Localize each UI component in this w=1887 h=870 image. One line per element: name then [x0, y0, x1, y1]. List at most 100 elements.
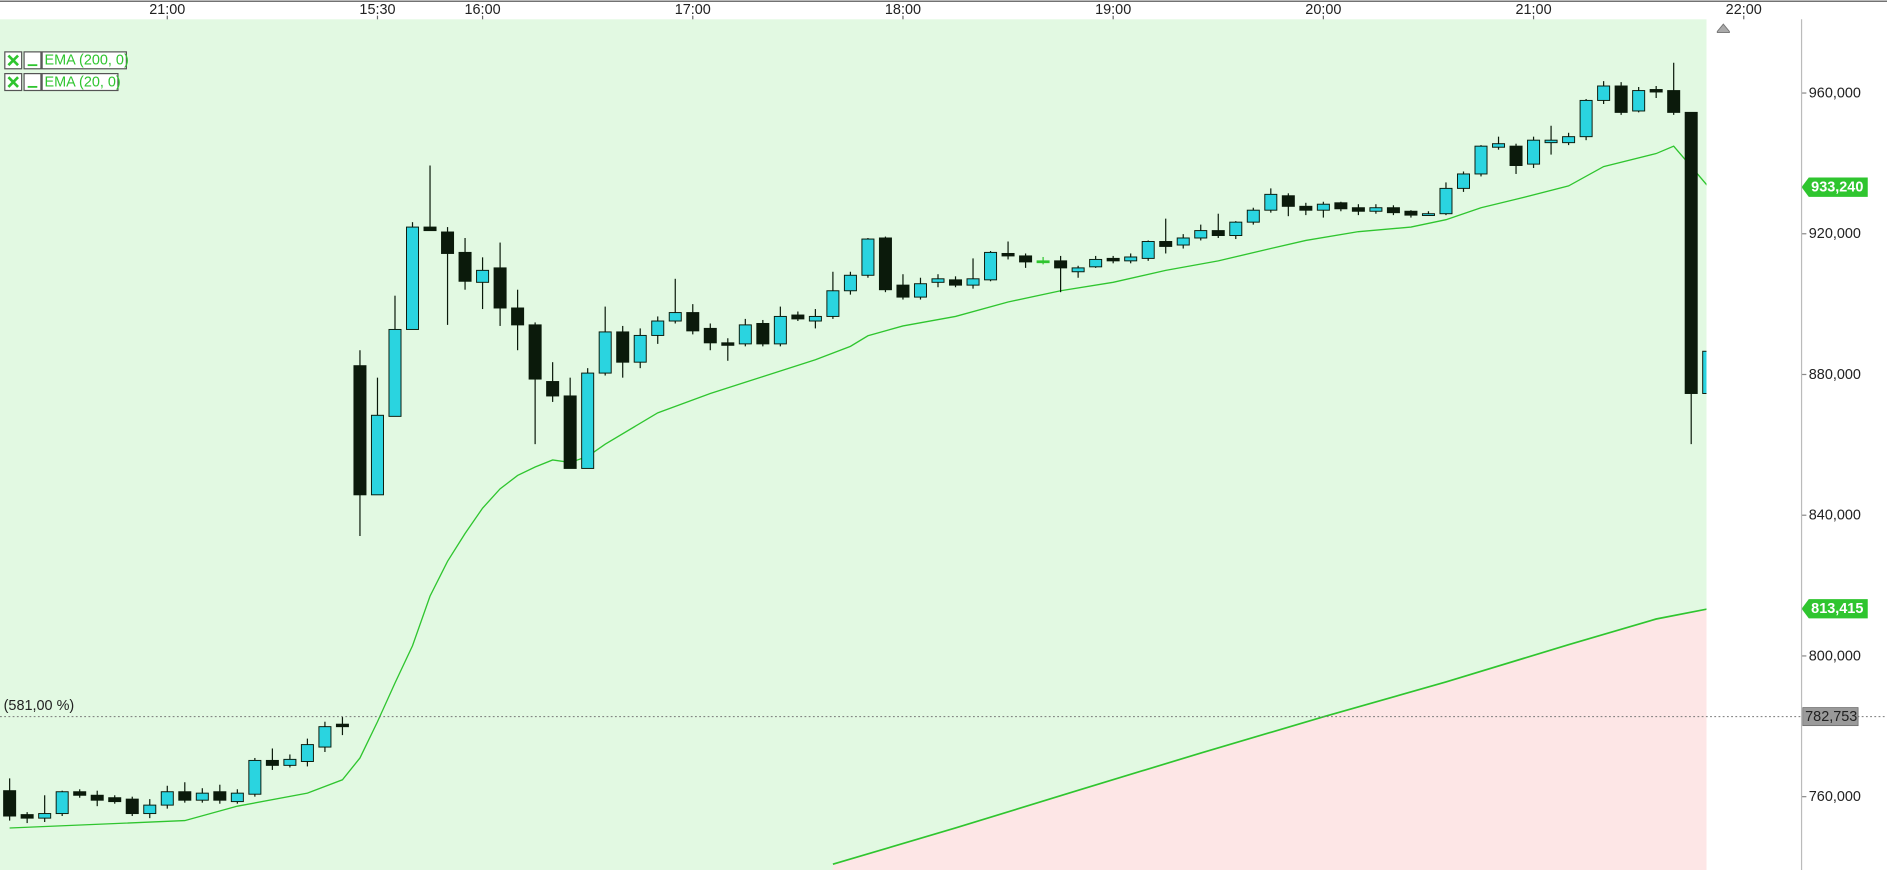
candle-body [1597, 85, 1611, 101]
candle-body [1456, 173, 1470, 189]
reference-tag-label: 782,753 [1805, 709, 1857, 725]
candle-body [1176, 237, 1190, 246]
toggle-x[interactable] [7, 76, 19, 88]
candle-layer [3, 62, 1707, 824]
candle-body [826, 290, 840, 317]
candle-body [1439, 187, 1453, 215]
candle-body [913, 283, 927, 298]
home-icon[interactable] [1716, 23, 1730, 34]
candle-body [563, 395, 577, 469]
legend: EMA (200, 0) EMA (20, 0) [4, 51, 129, 92]
y-tick-label: 760,000 [1809, 789, 1861, 805]
candle-body [984, 251, 998, 281]
candle-body [230, 792, 244, 803]
legend-label-box [41, 73, 119, 92]
legend-label-box [41, 51, 127, 70]
candle-body [1649, 89, 1663, 93]
candle-body [528, 324, 542, 380]
candle-body [370, 414, 384, 496]
home-icon-shape[interactable] [1716, 23, 1730, 34]
candle-body [406, 226, 420, 330]
candle-body [1421, 213, 1435, 217]
candle-body [108, 797, 122, 803]
x-tick-label: 19:00 [1095, 2, 1131, 18]
candle-body [546, 381, 560, 397]
candle-body [598, 331, 612, 374]
candle-body [808, 315, 822, 322]
candle-body [143, 804, 157, 815]
candle-body [476, 269, 490, 283]
toggle-x[interactable] [7, 54, 19, 67]
candle-body [38, 813, 52, 819]
x-tick-label: 22:00 [1726, 2, 1762, 18]
candle-body [1106, 257, 1120, 262]
candle-body [3, 790, 17, 817]
candle-body [1527, 139, 1541, 165]
candle-body [1667, 90, 1681, 113]
candle-body [1264, 193, 1278, 211]
candle-body [55, 791, 69, 815]
candle-body [686, 312, 700, 332]
candle-body [1316, 203, 1330, 211]
candle-body [1492, 143, 1506, 148]
candle-body [1509, 145, 1523, 166]
legend-item[interactable]: EMA (20, 0) [4, 73, 121, 92]
candle-body [353, 365, 367, 496]
legend-item[interactable]: EMA (200, 0) [4, 51, 129, 70]
fill-layer [832, 609, 1707, 870]
price-tag-label: 933,240 [1811, 180, 1863, 196]
legend-label: EMA (20, 0) [45, 74, 121, 90]
candle-body [931, 278, 945, 283]
candle-body [1404, 210, 1418, 216]
candle-body [703, 327, 717, 344]
indicator-line [9, 145, 1707, 829]
tag-layer: 813,415 933,240 782,753 (581,00 %) [0, 177, 1887, 727]
candle-body [248, 759, 262, 795]
candle-body [1299, 205, 1313, 211]
candle-body [388, 328, 402, 417]
candle-body [1194, 230, 1208, 239]
candle-body [1351, 207, 1365, 212]
candle-body [335, 723, 349, 728]
x-tick-label: 21:00 [149, 2, 185, 18]
candle-body [773, 315, 787, 345]
minimize-box[interactable] [23, 51, 42, 70]
price-tag-label: 813,415 [1811, 601, 1863, 617]
candle-body [616, 331, 630, 363]
candle-body [633, 334, 647, 363]
y-tick-label: 800,000 [1809, 648, 1861, 664]
candle-body [721, 342, 735, 346]
reference-percent-label: (581,00 %) [4, 698, 75, 714]
x-tick-label: 15:30 [359, 2, 395, 18]
candle-body [896, 284, 910, 298]
reference-tag [1802, 707, 1859, 727]
candle-body [668, 312, 682, 322]
candle-body [1229, 221, 1243, 237]
y-tick-label: 960,000 [1809, 85, 1861, 101]
candle-body [178, 791, 192, 801]
axis-layer: 21:00 15:30 16:00 17:00 18:00 19:00 20:00 21:00… [149, 2, 1861, 805]
candle-body [1001, 252, 1015, 257]
candle-body [1071, 267, 1085, 273]
candle-body [1614, 85, 1628, 113]
candle-body [1632, 90, 1646, 112]
x-tick-label: 18:00 [885, 2, 921, 18]
candle-body [213, 791, 227, 801]
candle-body [423, 226, 437, 232]
candle-body [1141, 241, 1155, 259]
minimize-box[interactable] [23, 73, 42, 92]
candle-body [1334, 202, 1348, 210]
candle-body [843, 274, 857, 292]
candle-body [493, 267, 507, 309]
candle-body [160, 791, 174, 806]
candle-body [1159, 241, 1173, 247]
candle-body [1684, 111, 1698, 394]
y-tick-label: 920,000 [1809, 226, 1861, 242]
x-tick-label: 17:00 [675, 2, 711, 18]
below-indicator-fill [832, 609, 1707, 870]
candle-body [20, 814, 34, 819]
candle-body [1054, 260, 1068, 269]
candle-body [73, 791, 87, 796]
candle-body [1544, 139, 1558, 144]
